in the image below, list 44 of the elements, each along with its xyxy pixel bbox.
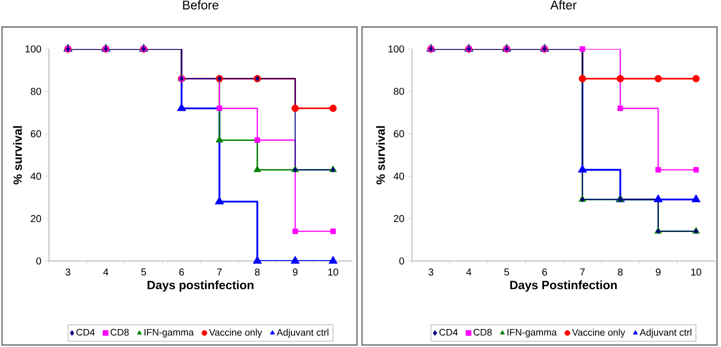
x-tick-label: 5	[504, 268, 510, 276]
x-tick-label: 4	[466, 268, 472, 276]
y-tick-label: 60	[394, 130, 404, 138]
chart-title: Before	[183, 0, 218, 10]
legend-label: CD4	[439, 328, 458, 336]
x-tick-label: 9	[656, 268, 660, 276]
x-tick-label: 5	[141, 268, 146, 276]
x-tick-label: 6	[179, 268, 184, 276]
y-tick-label: 40	[30, 172, 42, 180]
y-tick-label: 100	[388, 45, 404, 53]
x-tick-label: 3	[428, 268, 434, 276]
legend-label: IFN-gamma	[144, 328, 194, 338]
legend-label: CD8	[110, 328, 129, 336]
y-tick-label: 60	[30, 130, 42, 138]
y-axis-title: % survival	[376, 126, 385, 184]
x-tick-label: 8	[618, 268, 623, 276]
y-tick-label: 40	[394, 172, 404, 180]
chart-title: After	[550, 0, 576, 10]
y-tick-label: 0	[36, 257, 42, 265]
x-tick-label: 10	[691, 268, 702, 276]
x-tick-label: 4	[103, 268, 108, 276]
y-tick-label: 80	[30, 88, 42, 95]
y-tick-label: 100	[26, 45, 42, 53]
x-tick-label: 7	[580, 268, 585, 276]
legend-label: Adjuvant ctrl	[640, 328, 692, 338]
y-tick-label: 80	[394, 88, 404, 95]
legend-label: Adjuvant ctrl	[276, 328, 328, 338]
y-tick-label: 20	[394, 215, 404, 222]
x-axis-title: Days Postinfection	[510, 280, 617, 292]
legend-label: Vaccine only	[572, 328, 626, 338]
y-tick-label: 0	[399, 257, 404, 265]
y-axis-title: % survival	[13, 126, 22, 184]
x-tick-label: 6	[542, 268, 547, 276]
x-tick-label: 8	[254, 268, 260, 276]
y-tick-label: 20	[30, 215, 42, 222]
x-axis-title: Days postinfection	[148, 280, 254, 292]
x-tick-label: 7	[217, 268, 222, 276]
x-tick-label: 10	[328, 268, 338, 276]
legend-label: Vaccine only	[209, 328, 262, 338]
legend-label: IFN-gamma	[508, 328, 557, 338]
legend-label: CD4	[76, 328, 95, 336]
x-tick-label: 3	[66, 268, 70, 276]
legend-label: CD8	[474, 328, 492, 336]
x-tick-label: 9	[292, 268, 298, 276]
